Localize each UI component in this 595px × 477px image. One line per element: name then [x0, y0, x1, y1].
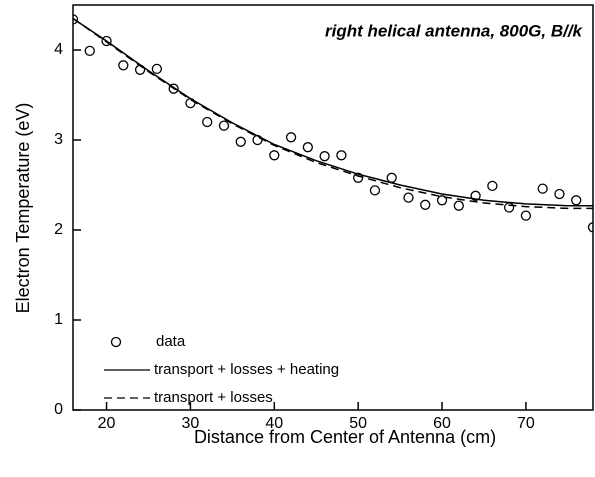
- data-point: [453, 200, 464, 211]
- data-point: [151, 63, 163, 75]
- data-point: [235, 136, 246, 147]
- data-point: [218, 120, 230, 131]
- x-tick-label: 50: [349, 415, 367, 432]
- legend-label: data: [156, 333, 186, 350]
- legend-label: transport + losses + heating: [154, 361, 339, 378]
- data-point: [285, 132, 297, 143]
- x-tick-label: 60: [433, 415, 451, 432]
- x-tick-label: 40: [265, 415, 283, 432]
- data-point: [436, 195, 448, 206]
- y-tick-label: 4: [54, 41, 63, 58]
- data-point: [554, 188, 565, 200]
- data-point: [101, 35, 112, 47]
- data-point: [319, 151, 330, 162]
- data-point: [487, 180, 498, 192]
- chart-title: right helical antenna, 800G, B//k: [325, 21, 584, 40]
- plot-frame: [72, 4, 594, 411]
- data-point: [420, 199, 431, 210]
- data-point: [537, 183, 548, 194]
- data-point: [168, 83, 179, 94]
- data-point: [118, 60, 129, 71]
- y-tick-label: 1: [54, 311, 63, 328]
- data-point: [369, 185, 381, 196]
- y-tick-label: 2: [54, 221, 63, 238]
- x-tick-label: 20: [98, 415, 116, 432]
- data-point: [571, 195, 582, 206]
- data-point: [269, 150, 280, 161]
- x-tick-label: 70: [517, 415, 535, 432]
- data-point: [336, 150, 347, 161]
- data-point: [302, 142, 313, 153]
- y-axis-title: Electron Temperature (eV): [13, 103, 33, 314]
- data-point: [503, 202, 515, 213]
- model-line: [72, 17, 593, 210]
- legend: data transport + losses + heating transpor…: [104, 333, 339, 406]
- data-point: [587, 222, 593, 233]
- y-tick-label: 3: [54, 131, 63, 148]
- model-line: [72, 17, 593, 207]
- x-tick-label: 30: [182, 415, 200, 432]
- legend-marker: [110, 336, 122, 348]
- data-point: [73, 14, 79, 25]
- y-tick-label: 0: [54, 401, 63, 418]
- data-point: [403, 192, 414, 203]
- data-point: [520, 210, 532, 221]
- data-point: [386, 172, 397, 183]
- data-point: [470, 190, 481, 201]
- x-axis-title: Distance from Center of Antenna (cm): [194, 427, 496, 447]
- legend-label: transport + losses: [154, 389, 273, 406]
- data-point: [202, 116, 213, 128]
- data-point: [84, 45, 95, 57]
